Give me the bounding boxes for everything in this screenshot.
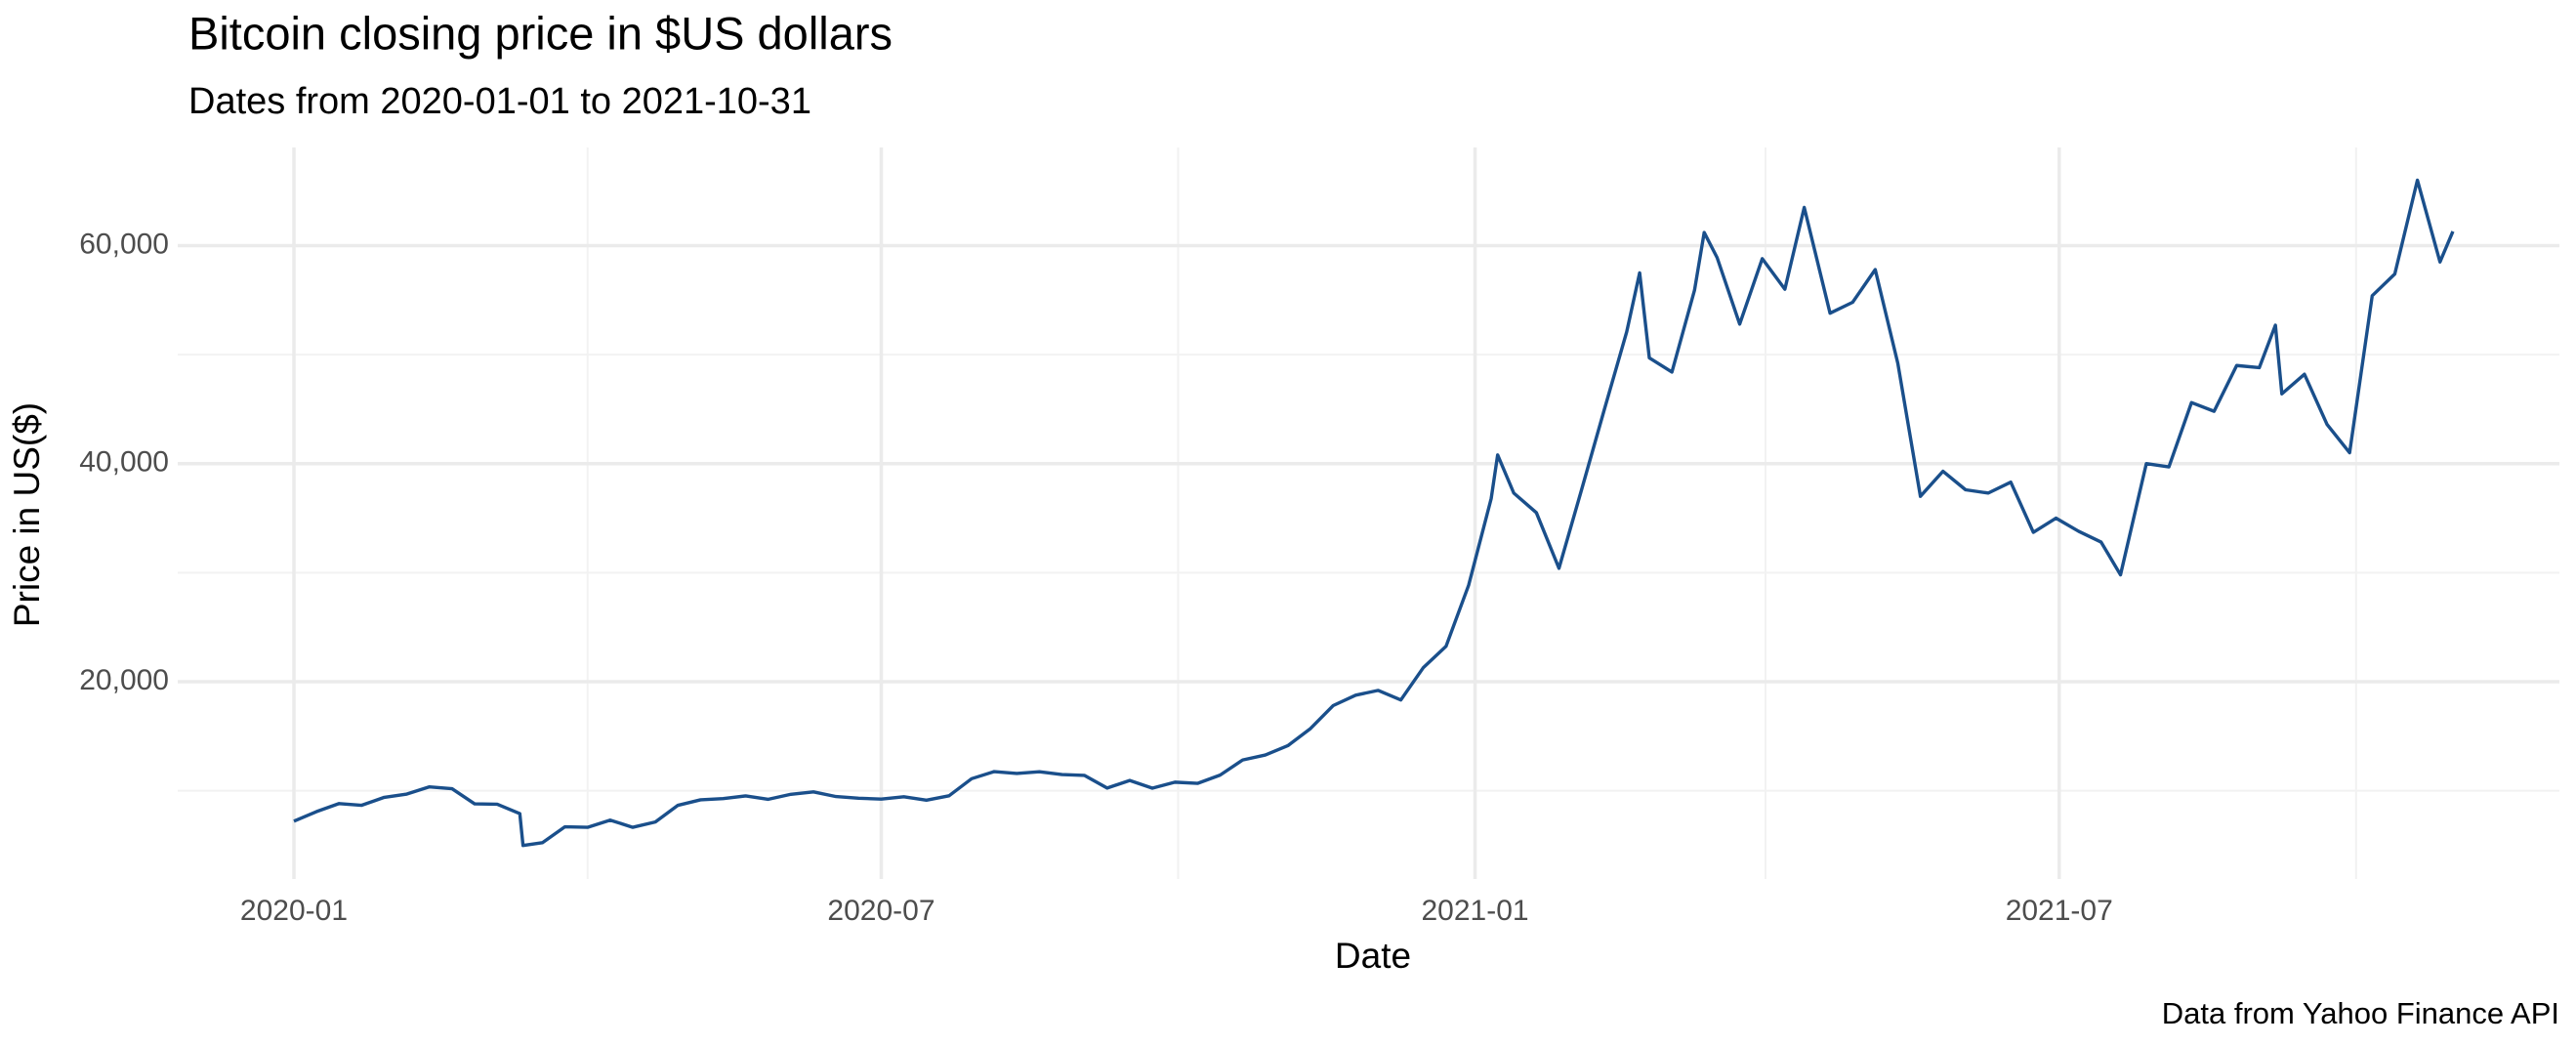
y-tick-label: 60,000 <box>79 228 169 260</box>
chart-subtitle: Dates from 2020-01-01 to 2021-10-31 <box>188 81 811 122</box>
caption: Data from Yahoo Finance API <box>2162 996 2559 1030</box>
chart-title: Bitcoin closing price in $US dollars <box>188 7 893 59</box>
x-tick-label: 2020-07 <box>827 895 935 927</box>
x-tick-label: 2021-07 <box>2006 895 2113 927</box>
x-axis-title: Date <box>1335 936 1411 976</box>
x-tick-label: 2021-01 <box>1422 895 1529 927</box>
x-tick-label: 2020-01 <box>240 895 348 927</box>
y-axis-title: Price in US($) <box>7 402 47 627</box>
price-line <box>293 178 2455 848</box>
y-tick-label: 20,000 <box>79 664 169 696</box>
y-tick-label: 40,000 <box>79 446 169 479</box>
